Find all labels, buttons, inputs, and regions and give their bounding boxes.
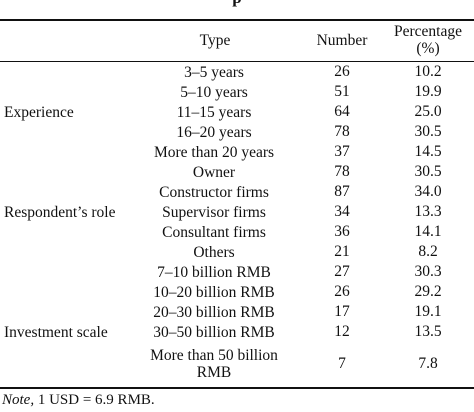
- cell-percentage: 30.5: [414, 123, 442, 140]
- cell-percentage: 13.3: [414, 203, 442, 220]
- header-type: Type: [199, 31, 231, 49]
- cell-type: More than 50 billion RMB: [150, 347, 278, 381]
- cell-percentage: 19.9: [414, 83, 442, 100]
- cell-percentage: 30.5: [414, 163, 442, 180]
- cell-percentage: 13.5: [414, 323, 442, 340]
- cell-type: Owner: [192, 163, 236, 181]
- cell-type: Others: [193, 243, 235, 261]
- cell-number: 78: [334, 163, 350, 180]
- cell-type: 20–30 billion RMB: [153, 303, 275, 321]
- table-row: 11–15 years 64 25.0: [0, 102, 474, 122]
- table-row: 5–10 years 51 19.9: [0, 82, 474, 102]
- cell-percentage: 29.2: [414, 283, 442, 300]
- cell-percentage: 30.3: [414, 263, 442, 280]
- cell-type: 30–50 billion RMB: [153, 323, 275, 341]
- cell-number: 87: [334, 183, 350, 200]
- header-rule: [0, 61, 474, 62]
- cell-number: 17: [334, 303, 350, 320]
- table-row: Supervisor firms 34 13.3: [0, 202, 474, 222]
- group-label-investment: Investment scale: [4, 323, 108, 341]
- cell-number: 27: [334, 263, 350, 280]
- table-row: Others 21 8.2: [0, 242, 474, 262]
- cell-number: 21: [334, 243, 350, 260]
- cell-percentage: 14.5: [414, 143, 442, 160]
- group-label-role: Respondent’s role: [4, 203, 116, 221]
- cell-type: 5–10 years: [180, 83, 248, 101]
- cell-number: 12: [334, 323, 350, 340]
- cell-type: 10–20 billion RMB: [153, 283, 275, 301]
- note-label: Note,: [2, 392, 35, 408]
- cell-percentage: 8.2: [418, 243, 438, 260]
- table-row: 7–10 billion RMB 27 30.3: [0, 262, 474, 282]
- table-row: Constructor firms 87 34.0: [0, 182, 474, 202]
- table-row: 3–5 years 26 10.2: [0, 62, 474, 82]
- cell-type: 11–15 years: [176, 103, 252, 121]
- note-text: 1 USD = 6.9 RMB.: [34, 392, 155, 408]
- cell-percentage: 7.8: [418, 355, 438, 372]
- cell-number: 36: [334, 223, 350, 240]
- table-row: 10–20 billion RMB 26 29.2: [0, 282, 474, 302]
- cell-number: 64: [334, 103, 350, 120]
- cell-type: More than 20 years: [153, 143, 275, 161]
- table-row: Owner 78 30.5: [0, 162, 474, 182]
- table-row: 30–50 billion RMB 12 13.5: [0, 322, 474, 342]
- header-percentage: Percentage (%): [394, 23, 462, 57]
- table-row: Consultant firms 36 14.1: [0, 222, 474, 242]
- cell-type: Consultant firms: [162, 223, 266, 241]
- cell-number: 26: [334, 283, 350, 300]
- cell-percentage: 10.2: [414, 63, 442, 80]
- group-label-experience: Experience: [4, 103, 74, 121]
- cell-number: 51: [334, 83, 350, 100]
- bottom-rule: [0, 387, 474, 389]
- table-note: Note, 1 USD = 6.9 RMB.: [2, 392, 155, 409]
- cell-number: 34: [334, 203, 350, 220]
- header-number: Number: [316, 31, 368, 49]
- cell-percentage: 19.1: [414, 303, 442, 320]
- cell-type: 3–5 years: [184, 63, 244, 81]
- cell-percentage: 25.0: [414, 103, 442, 120]
- cell-type: Supervisor firms: [162, 203, 266, 221]
- top-rule: [0, 19, 474, 21]
- cell-type: Constructor firms: [159, 183, 269, 201]
- table-row: 20–30 billion RMB 17 19.1: [0, 302, 474, 322]
- cell-type: 7–10 billion RMB: [157, 263, 271, 281]
- cell-number: 26: [334, 63, 350, 80]
- table-title-fragment: p: [0, 0, 474, 10]
- cell-number: 78: [334, 123, 350, 140]
- cell-percentage: 14.1: [414, 223, 442, 240]
- cell-number: 37: [334, 143, 350, 160]
- cell-number: 7: [338, 355, 346, 372]
- cell-type: 16–20 years: [176, 123, 252, 141]
- table-row: More than 20 years 37 14.5: [0, 142, 474, 162]
- table-row: More than 50 billion RMB 7 7.8: [0, 344, 474, 384]
- table-row: 16–20 years 78 30.5: [0, 122, 474, 142]
- cell-percentage: 34.0: [414, 183, 442, 200]
